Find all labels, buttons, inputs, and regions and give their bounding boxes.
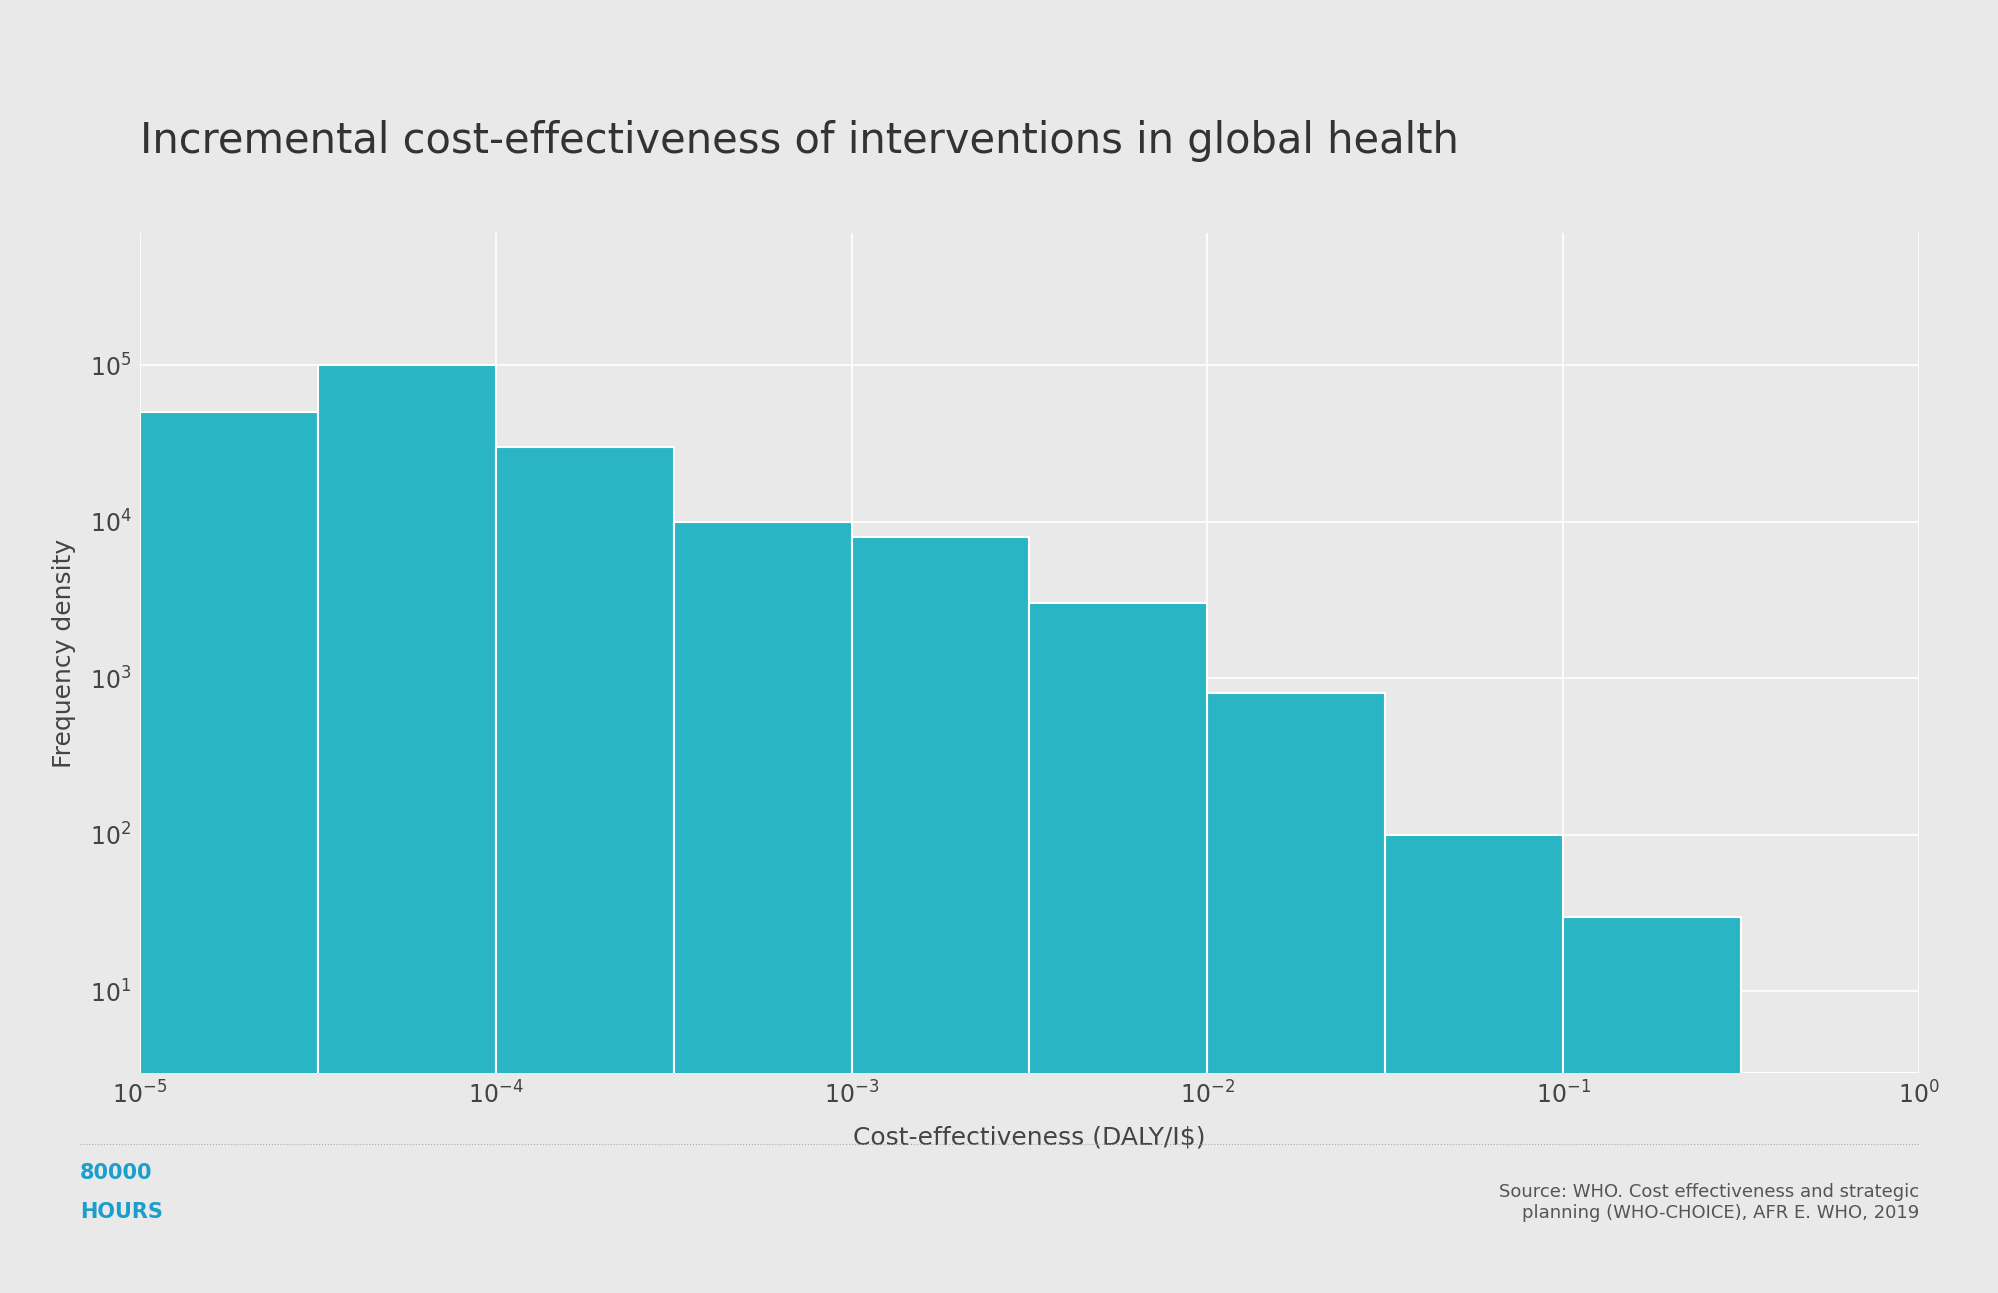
Bar [1207,693,1385,1293]
Bar [318,365,496,1293]
Bar [1740,1073,1918,1293]
Bar [1029,604,1207,1293]
Text: 80000: 80000 [80,1164,152,1183]
Bar [1385,835,1562,1293]
Bar [140,412,318,1293]
Bar [673,521,851,1293]
Bar [496,447,673,1293]
Bar [1562,917,1740,1293]
Y-axis label: Frequency density: Frequency density [52,538,76,768]
X-axis label: Cost-effectiveness (DALY/I$): Cost-effectiveness (DALY/I$) [853,1125,1205,1149]
Text: Incremental cost-effectiveness of interventions in global health: Incremental cost-effectiveness of interv… [140,120,1459,162]
Text: Source: WHO. Cost effectiveness and strategic
planning (WHO-CHOICE), AFR E. WHO,: Source: WHO. Cost effectiveness and stra… [1498,1183,1918,1222]
Bar [851,537,1029,1293]
Text: HOURS: HOURS [80,1202,162,1222]
